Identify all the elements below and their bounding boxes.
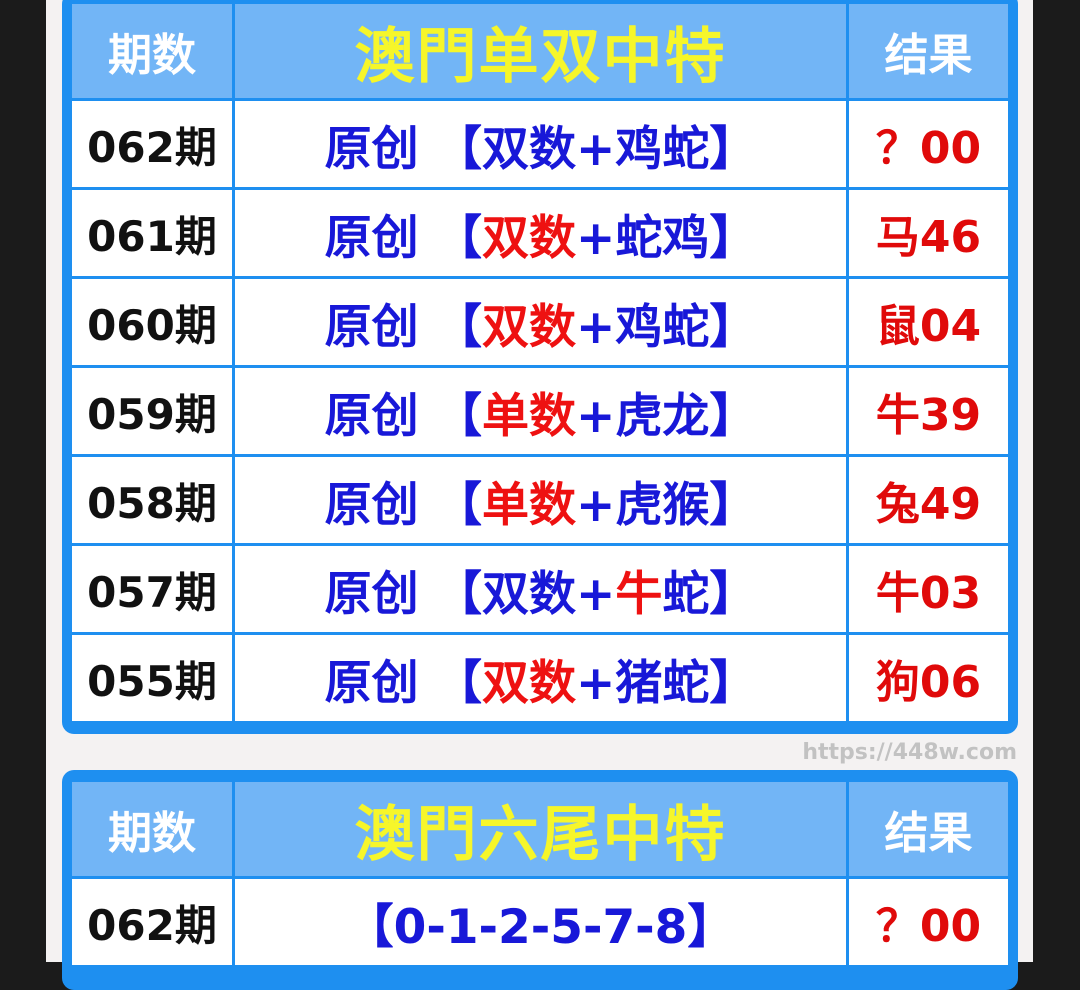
- period-cell: 061期: [87, 211, 217, 261]
- result-cell: ？00: [875, 123, 982, 174]
- watermark: https://448w.com: [802, 740, 1017, 765]
- period-cell: 059期: [87, 389, 217, 439]
- pick-cell: 原创 【单数+虎猴】: [325, 478, 757, 533]
- header-period: 期数: [108, 30, 196, 81]
- page: 期数 澳門单双中特 结果 062期 原创 【双数+鸡蛇】 ？00 061期 原创 【双数…: [46, 0, 1033, 990]
- result-cell: 鼠04: [875, 301, 982, 352]
- pick-segment: 牛: [615, 566, 663, 622]
- result-cell: 马46: [875, 212, 982, 263]
- header-result: 结果: [884, 30, 973, 81]
- table-row: 060期 原创 【双数+鸡蛇】 鼠04: [72, 279, 1008, 365]
- result-cell: 兔49: [875, 479, 982, 530]
- pick-segment: 原创 【: [324, 477, 482, 533]
- table-row: 062期 【0-1-2-5-7-8】 ？00: [72, 879, 1008, 965]
- table-header: 期数 澳門六尾中特 结果: [72, 782, 1008, 876]
- pick-segment: 单数: [481, 388, 576, 444]
- table-header: 期数 澳門单双中特 结果: [72, 4, 1008, 98]
- table-row: 059期 原创 【单数+虎龙】 牛39: [72, 368, 1008, 454]
- pick-segment: 原创 【双数+: [324, 566, 616, 622]
- pick-segment: +虎猴】: [575, 477, 757, 533]
- table-row: 062期 原创 【双数+鸡蛇】 ？00: [72, 101, 1008, 187]
- pick-segment: 蛇】: [662, 566, 757, 622]
- period-cell: 062期: [87, 900, 217, 950]
- period-cell: 062期: [87, 122, 217, 172]
- table-row: 058期 原创 【单数+虎猴】 兔49: [72, 457, 1008, 543]
- pick-cell: 原创 【双数+鸡蛇】: [325, 300, 757, 355]
- pick-cell: 原创 【双数+蛇鸡】: [325, 211, 757, 266]
- header-title: 澳門六尾中特: [354, 799, 727, 870]
- pick-segment: 原创 【: [324, 299, 482, 355]
- period-cell: 055期: [87, 656, 217, 706]
- header-period: 期数: [108, 808, 196, 859]
- pick-cell: 原创 【双数+猪蛇】: [325, 656, 757, 711]
- period-cell: 060期: [87, 300, 217, 350]
- result-cell: 狗06: [875, 657, 982, 708]
- pick-segment: +虎龙】: [575, 388, 757, 444]
- period-cell: 058期: [87, 478, 217, 528]
- period-cell: 057期: [87, 567, 217, 617]
- pick-cell: 原创 【单数+虎龙】: [325, 389, 757, 444]
- result-cell: ？00: [875, 901, 982, 952]
- header-title: 澳門单双中特: [354, 21, 727, 92]
- table-six-tails: 期数 澳門六尾中特 结果 062期 【0-1-2-5-7-8】 ？00: [62, 770, 1018, 990]
- pick-segment: +鸡蛇】: [575, 299, 757, 355]
- result-cell: 牛39: [875, 390, 982, 441]
- pick-segment: 原创 【: [324, 210, 482, 266]
- pick-segment: 原创 【双数+鸡蛇】: [324, 121, 757, 177]
- pick-segment: 原创 【: [324, 388, 482, 444]
- table-row: 057期 原创 【双数+牛蛇】 牛03: [72, 546, 1008, 632]
- pick-segment: +蛇鸡】: [575, 210, 757, 266]
- pick-segment: 【0-1-2-5-7-8】: [346, 899, 735, 955]
- pick-segment: 原创 【: [324, 655, 482, 711]
- table-row: 055期 原创 【双数+猪蛇】 狗06: [72, 635, 1008, 721]
- pick-segment: +猪蛇】: [575, 655, 757, 711]
- pick-segment: 双数: [481, 210, 576, 266]
- table-row: 061期 原创 【双数+蛇鸡】 马46: [72, 190, 1008, 276]
- pick-segment: 单数: [481, 477, 576, 533]
- result-cell: 牛03: [875, 568, 982, 619]
- table-single-double: 期数 澳門单双中特 结果 062期 原创 【双数+鸡蛇】 ？00 061期 原创 【双数…: [62, 0, 1018, 734]
- pick-segment: 双数: [481, 655, 576, 711]
- pick-segment: 双数: [481, 299, 576, 355]
- header-result: 结果: [884, 808, 973, 859]
- pick-cell: 原创 【双数+鸡蛇】: [325, 122, 757, 177]
- pick-cell: 【0-1-2-5-7-8】: [347, 900, 735, 955]
- pick-cell: 原创 【双数+牛蛇】: [325, 567, 757, 622]
